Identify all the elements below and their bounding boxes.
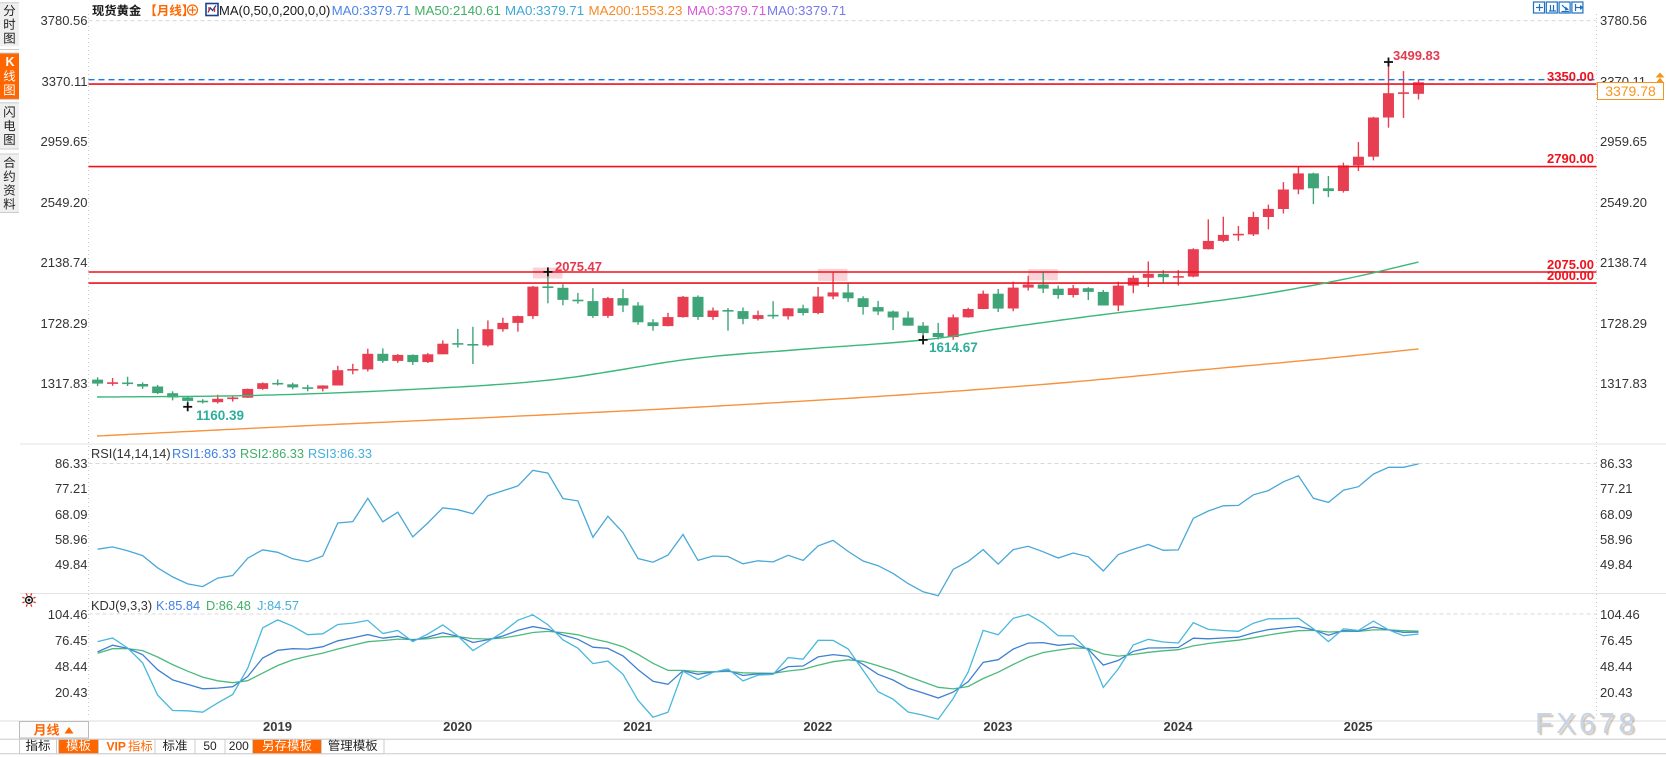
svg-text:RSI2:86.33: RSI2:86.33 — [240, 446, 304, 461]
svg-text:MA0:3379.71: MA0:3379.71 — [505, 3, 584, 18]
svg-text:MA0:3379.71: MA0:3379.71 — [332, 3, 411, 18]
svg-text:MA0:3379.71: MA0:3379.71 — [767, 3, 846, 18]
svg-text:MA(0,50,0,200,0,0): MA(0,50,0,200,0,0) — [219, 3, 330, 18]
svg-text:200: 200 — [229, 739, 249, 753]
svg-text:MA50:2140.61: MA50:2140.61 — [414, 3, 501, 18]
svg-text:J:84.57: J:84.57 — [257, 598, 299, 613]
svg-text:MA200:1553.23: MA200:1553.23 — [589, 3, 683, 18]
svg-text:RSI3:86.33: RSI3:86.33 — [308, 446, 372, 461]
svg-text:50: 50 — [203, 739, 217, 753]
svg-text:RSI1:86.33: RSI1:86.33 — [172, 446, 236, 461]
svg-text:K:85.84: K:85.84 — [156, 598, 200, 613]
svg-text:VIP: VIP — [107, 740, 126, 754]
svg-text:RSI(14,14,14): RSI(14,14,14) — [91, 446, 171, 461]
svg-text:D:86.48: D:86.48 — [206, 598, 251, 613]
svg-text:K: K — [6, 55, 15, 69]
svg-text:KDJ(9,3,3): KDJ(9,3,3) — [91, 598, 152, 613]
svg-text:MA0:3379.71: MA0:3379.71 — [687, 3, 766, 18]
